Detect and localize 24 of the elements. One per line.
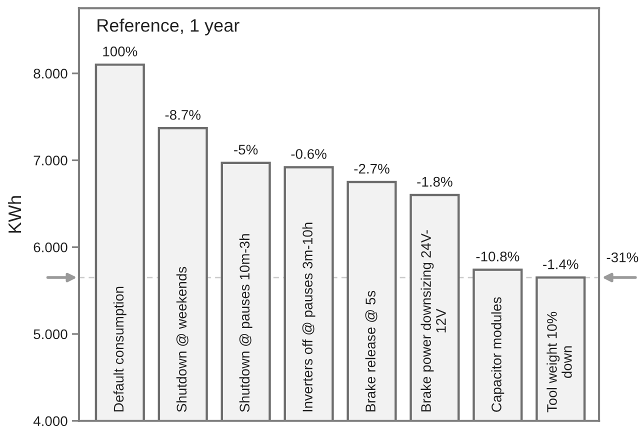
x-tick-label: Capacitor modules [491, 297, 504, 412]
x-tick-label: Shutdown @ pauses 10m-3h [239, 234, 252, 412]
x-tick-label: Brake release @ 5s [365, 290, 378, 412]
annotation: -1.4% [543, 259, 578, 270]
text: Reference, 1 year [98, 18, 240, 36]
x-tick-label: Default consumption [113, 286, 126, 412]
annotation: -5% [234, 144, 258, 155]
x-tick-label: Inverters off @ pauses 3m-10h [302, 222, 316, 412]
y-tick-label: 8.000 [34, 68, 68, 79]
annotation: -10.8% [476, 252, 520, 262]
annotation: -1.8% [417, 176, 452, 187]
annotation: 100% [103, 46, 138, 56]
x-tick-label: Tool weight 10% down [546, 312, 572, 412]
annotation: -0.6% [291, 149, 326, 159]
text: -31% [606, 252, 638, 262]
y-tick-label: 6.000 [34, 242, 68, 252]
annotation: -2.7% [354, 164, 390, 174]
y-axis-title: KWh [8, 196, 22, 233]
y-tick-label: 5.000 [34, 329, 68, 340]
y-tick-label: 7.000 [34, 156, 68, 166]
y-tick-label: 4.000 [33, 416, 68, 426]
x-tick-label: Shutdown @ weekends [176, 266, 188, 412]
annotation: -8.7% [165, 110, 201, 120]
x-tick-label: Brake power downsizing 24V- 12V [420, 230, 446, 412]
